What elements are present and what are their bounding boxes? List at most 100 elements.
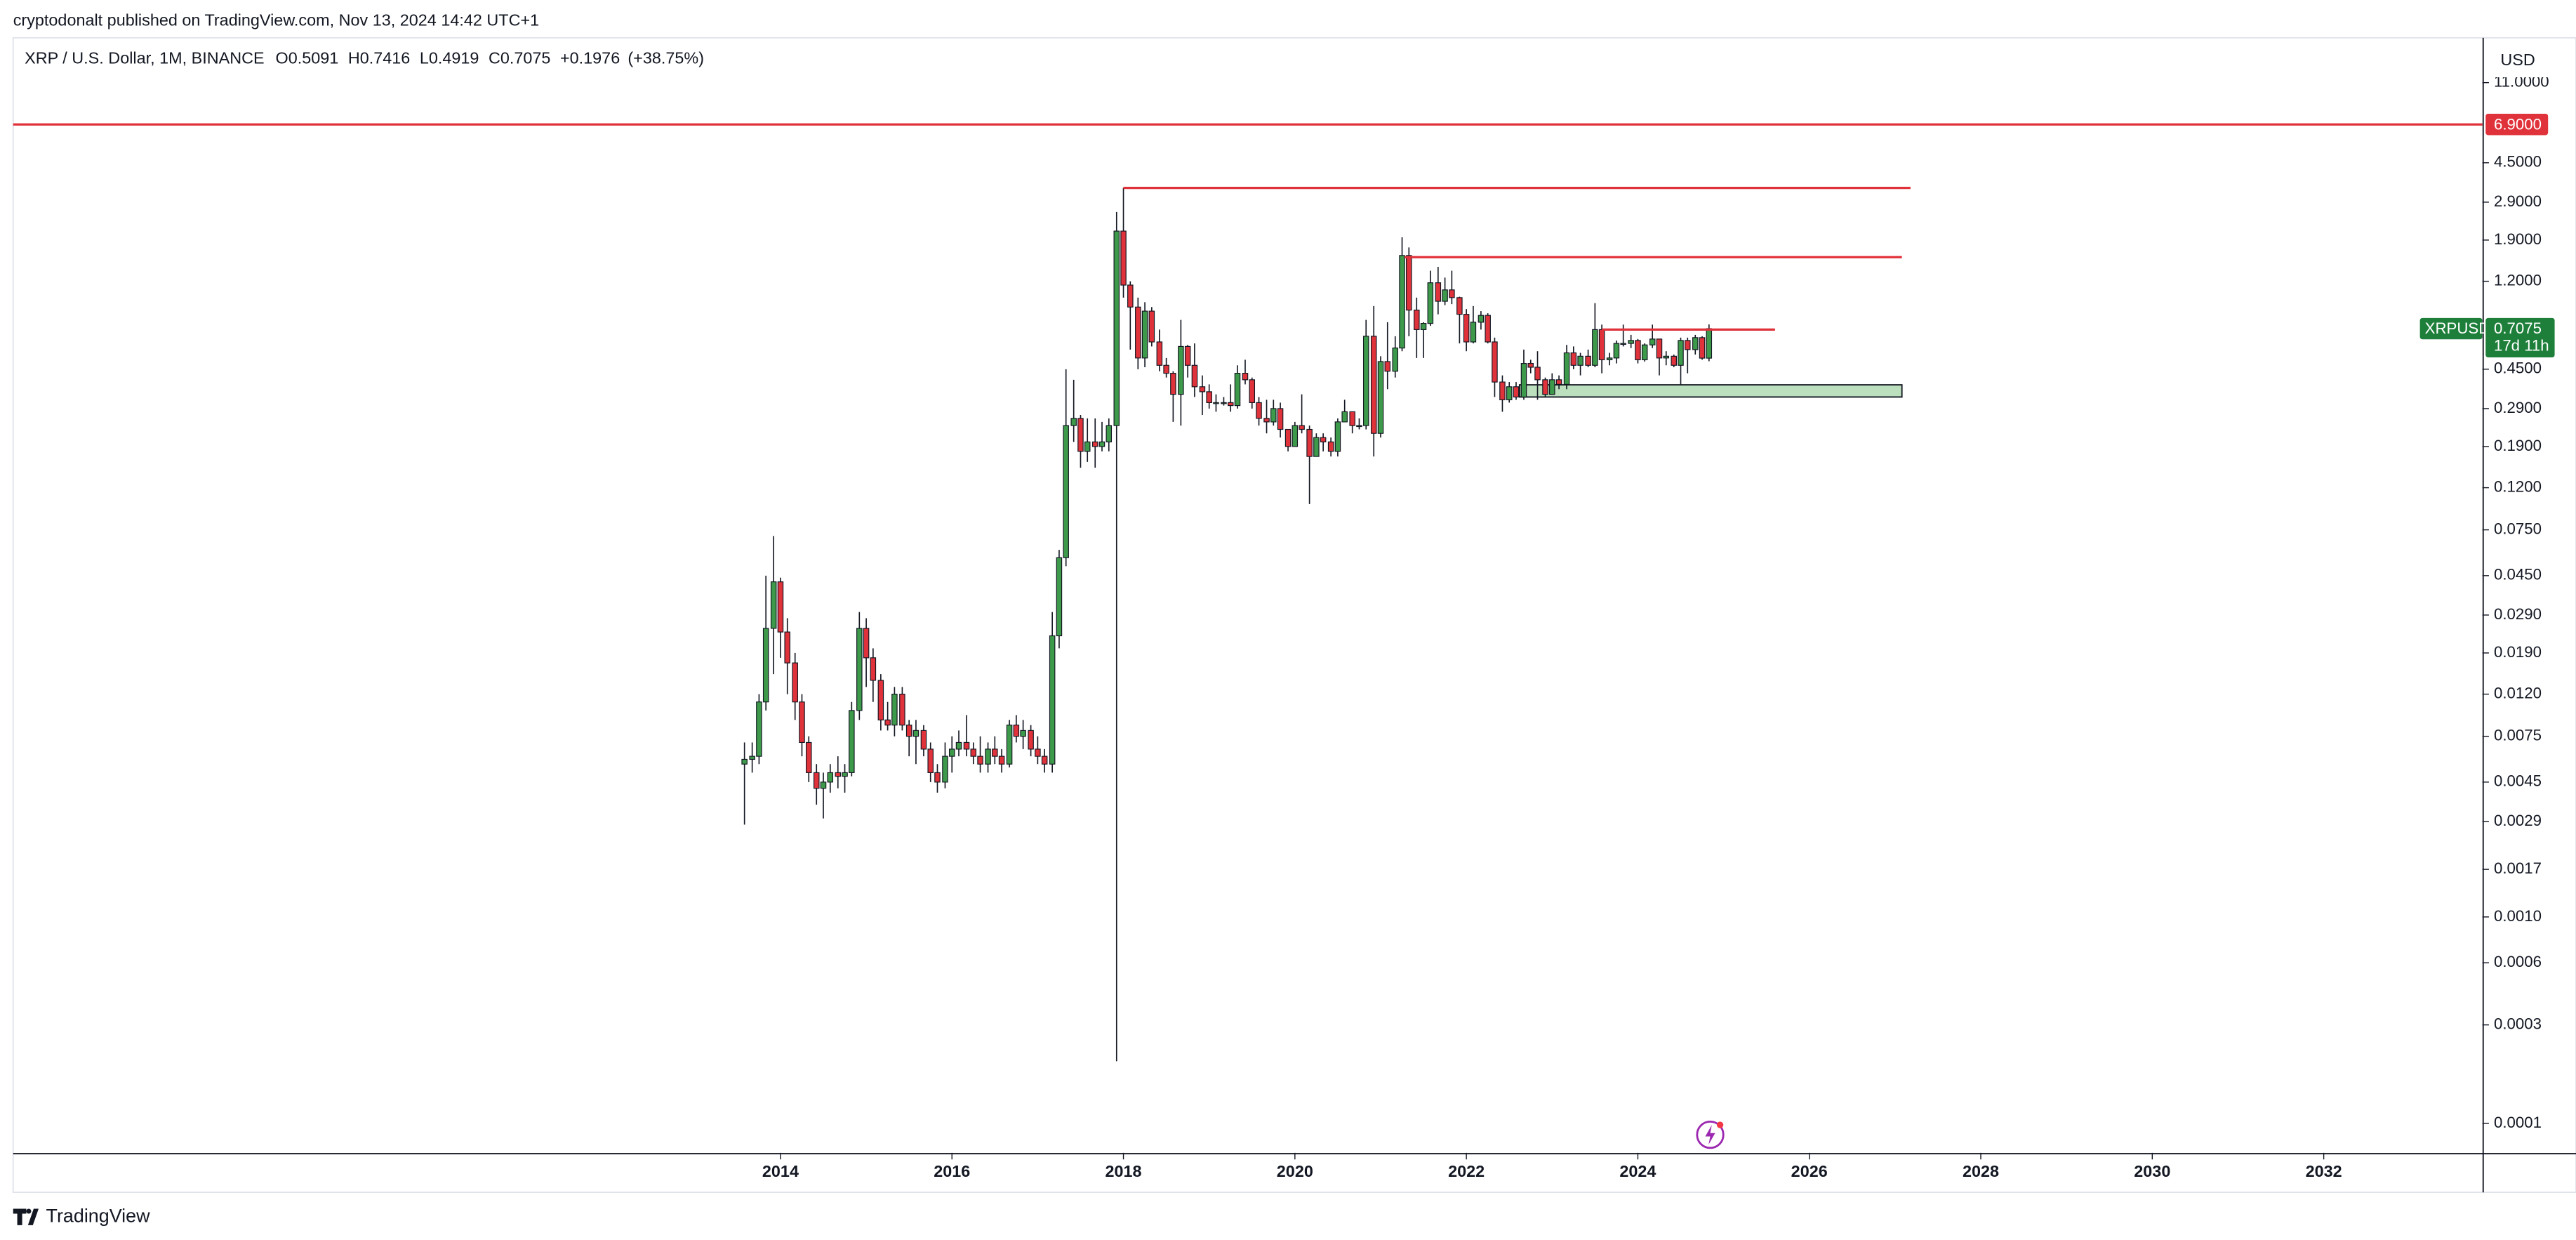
x-tick-label: 2032: [2306, 1162, 2342, 1180]
candle-body: [1392, 348, 1399, 372]
candle-body: [1549, 379, 1555, 395]
candle-body: [1706, 328, 1713, 359]
candle-body: [1284, 428, 1292, 447]
x-tick-label: 2028: [1963, 1162, 1999, 1180]
candle-body: [1120, 230, 1127, 286]
candle-body: [1628, 340, 1634, 344]
candle-body: [1485, 315, 1491, 343]
candle-body: [1013, 725, 1020, 737]
candle-body: [1020, 730, 1026, 737]
candle-body: [1592, 329, 1598, 366]
candle-body: [1420, 323, 1427, 330]
y-tick-label: 1.9000: [2494, 230, 2542, 248]
candle-body: [1513, 386, 1520, 398]
y-tick-label: 0.0045: [2494, 772, 2542, 790]
candle-body: [942, 756, 948, 783]
candle-body: [1427, 282, 1434, 324]
candle-body: [1641, 344, 1648, 360]
candle-body: [1563, 352, 1570, 385]
x-tick-label: 2016: [934, 1162, 970, 1180]
candle-body: [1206, 391, 1212, 403]
y-tick-label: 0.4500: [2494, 360, 2542, 377]
candle-body: [1234, 373, 1241, 407]
ticker-tag: XRPUSD: [2425, 319, 2490, 337]
y-tick-label: 2.9000: [2494, 192, 2542, 210]
candle-body: [770, 581, 777, 629]
legend-change: +0.1976: [560, 49, 620, 67]
candle-body: [1041, 756, 1048, 765]
candle-body: [1320, 437, 1327, 442]
y-tick-label: 4.5000: [2494, 153, 2542, 171]
currency-box: [2485, 44, 2555, 78]
candle-body: [877, 680, 884, 720]
x-tick-label: 2014: [762, 1162, 799, 1180]
legend-symbol: XRP / U.S. Dollar, 1M, BINANCE: [25, 49, 265, 67]
candle-body: [1399, 255, 1405, 349]
candle-body: [1306, 428, 1313, 457]
y-tick-label: 0.1200: [2494, 477, 2542, 495]
price-label-bg: [2485, 317, 2555, 358]
candle-body: [1113, 230, 1120, 426]
candle-body: [1649, 338, 1656, 345]
y-tick-label: 0.0003: [2494, 1015, 2542, 1033]
candle-body: [1141, 310, 1148, 359]
candle-body: [1362, 336, 1369, 426]
candle-body: [1091, 441, 1098, 447]
y-tick-label: 0.0006: [2494, 953, 2542, 970]
candle-body: [920, 730, 927, 750]
y-tick-label: 0.2900: [2494, 399, 2542, 416]
candle-body: [1406, 255, 1412, 311]
candle-body: [1221, 402, 1227, 404]
candle-body: [1227, 402, 1234, 407]
candle-body: [1542, 379, 1548, 395]
replay-icon: [1696, 1120, 1725, 1149]
candle-body: [1028, 730, 1034, 750]
publisher-line: cryptodonalt published on TradingView.co…: [13, 11, 539, 29]
candle-body: [1470, 322, 1477, 343]
legend-open-label: O: [276, 49, 288, 67]
x-tick-label: 2022: [1448, 1162, 1485, 1180]
candle-body: [835, 772, 842, 777]
candle-body: [1492, 341, 1498, 383]
candle-body: [1598, 329, 1605, 360]
y-tick-label: 0.0290: [2494, 605, 2542, 623]
x-tick-label: 2026: [1791, 1162, 1828, 1180]
legend-low-label: L: [420, 49, 429, 67]
candle-body: [1685, 340, 1691, 350]
logo-dot: [26, 1208, 32, 1214]
candle-body: [849, 710, 855, 773]
candle-body: [1084, 441, 1091, 452]
y-tick-label: 0.0120: [2494, 684, 2542, 701]
legend-high: 0.7416: [360, 49, 411, 67]
y-tick-label: 0.0075: [2494, 726, 2542, 744]
y-tick-label: 0.1900: [2494, 437, 2542, 454]
legend-open: 0.5091: [288, 49, 339, 67]
candle-body: [1678, 340, 1684, 366]
candle-body: [1199, 386, 1206, 393]
candle-body: [1270, 408, 1277, 423]
candle-body: [1184, 345, 1191, 366]
candle-body: [1292, 425, 1299, 447]
x-tick-label: 2024: [1619, 1162, 1656, 1180]
legend-close: 0.7075: [500, 49, 551, 67]
candle-body: [985, 748, 991, 765]
candle-body: [1384, 361, 1391, 372]
candle-body: [1077, 418, 1084, 452]
candle-body: [1156, 341, 1163, 366]
candle-body: [1435, 282, 1442, 302]
ticker-tag-bg: [2419, 317, 2483, 340]
y-tick-label: 0.0010: [2494, 907, 2542, 925]
candle-body: [1478, 315, 1485, 323]
icon-circle: [1696, 1120, 1725, 1149]
candle-body: [806, 741, 812, 773]
candle-body: [1506, 386, 1513, 400]
plot-area: 11.00004.50002.90001.90001.20000.45000.2…: [13, 73, 2555, 1180]
logo-mark: [13, 1208, 39, 1225]
candle-body: [799, 701, 805, 744]
candle-body: [1620, 343, 1626, 345]
candle-body: [963, 741, 970, 750]
candle-body: [905, 725, 912, 737]
